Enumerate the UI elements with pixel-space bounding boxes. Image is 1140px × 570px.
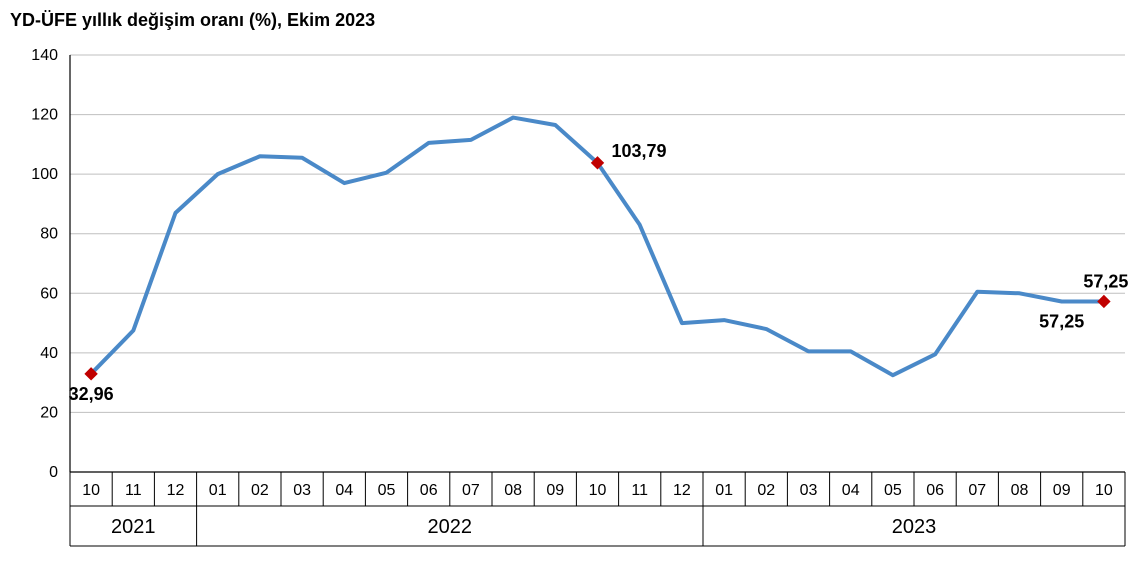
svg-text:60: 60 [40,285,58,302]
x-tick-month: 11 [631,482,648,499]
x-tick-month: 05 [884,482,902,499]
x-tick-month: 12 [167,482,185,499]
x-tick-month: 01 [209,482,227,499]
point-label: 57,25 [1039,311,1084,331]
svg-text:0: 0 [49,464,58,481]
x-tick-year: 2021 [111,516,156,538]
x-tick-month: 01 [715,482,733,499]
x-tick-month: 04 [335,482,353,499]
svg-text:40: 40 [40,345,58,362]
x-tick-month: 10 [82,482,100,499]
point-label: 57,25 [1083,271,1128,291]
x-tick-year: 2023 [892,516,937,538]
x-tick-month: 10 [1095,482,1113,499]
x-tick-month: 09 [1053,482,1071,499]
x-tick-month: 08 [1011,482,1029,499]
svg-text:120: 120 [31,107,58,124]
x-tick-month: 10 [589,482,607,499]
svg-text:20: 20 [40,404,58,421]
x-tick-month: 11 [125,482,142,499]
chart-svg: 02040608010012014032,96103,7957,2557,251… [0,0,1140,570]
x-tick-month: 06 [420,482,438,499]
x-tick-month: 06 [926,482,944,499]
point-label: 32,96 [69,384,114,404]
point-label: 103,79 [612,141,667,161]
x-tick-month: 04 [842,482,860,499]
x-tick-month: 02 [251,482,269,499]
x-tick-month: 05 [378,482,396,499]
x-tick-month: 08 [504,482,522,499]
x-tick-month: 02 [757,482,775,499]
svg-text:140: 140 [31,47,58,64]
x-tick-month: 03 [800,482,818,499]
x-tick-month: 03 [293,482,311,499]
x-tick-month: 07 [462,482,480,499]
x-tick-month: 07 [968,482,986,499]
x-tick-month: 12 [673,482,691,499]
chart-title: YD-ÜFE yıllık değişim oranı (%), Ekim 20… [10,10,375,31]
svg-text:100: 100 [31,166,58,183]
chart-container: YD-ÜFE yıllık değişim oranı (%), Ekim 20… [0,0,1140,570]
svg-text:80: 80 [40,226,58,243]
x-tick-year: 2022 [428,516,473,538]
x-tick-month: 09 [546,482,564,499]
